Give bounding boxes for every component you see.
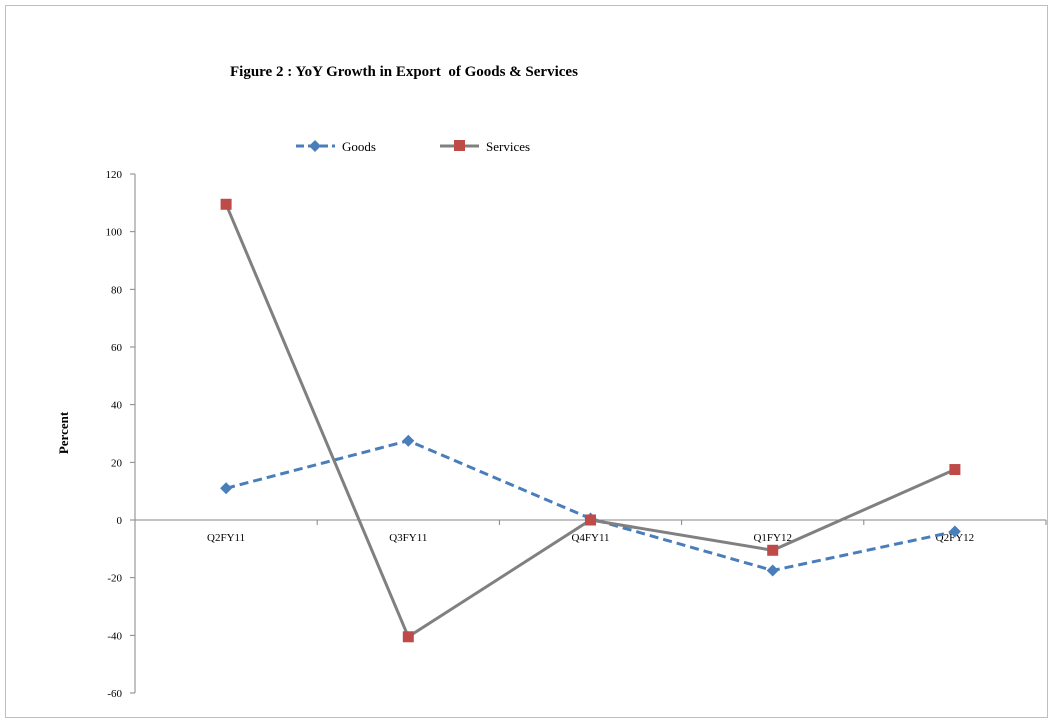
y-tick-label: 0: [117, 515, 123, 527]
legend-services-label: Services: [486, 139, 530, 154]
x-tick-label: Q1FY12: [753, 532, 792, 544]
x-tick-label: Q3FY11: [389, 532, 427, 544]
chart-title: Figure 2 : YoY Growth in Export of Goods…: [230, 64, 578, 80]
legend-item-services: Services: [440, 139, 530, 154]
y-tick-label: -40: [107, 630, 122, 642]
y-axis-title: Percent: [56, 411, 71, 454]
legend: Goods Services: [296, 139, 530, 154]
goods-point: [220, 482, 233, 495]
x-tick-label: Q2FY11: [207, 532, 245, 544]
legend-item-goods: Goods: [296, 139, 376, 154]
services-point: [585, 514, 596, 526]
services-point: [220, 198, 232, 210]
y-tick-label: 40: [111, 400, 123, 412]
series-services: [220, 198, 961, 643]
y-tick-label: 20: [111, 457, 123, 469]
legend-goods-label: Goods: [342, 139, 376, 154]
goods-point: [766, 564, 779, 577]
y-tick-label: -60: [107, 688, 122, 700]
x-tick-label: Q4FY11: [571, 532, 609, 544]
x-tick-label: Q2FY12: [936, 532, 975, 544]
services-point: [949, 464, 961, 476]
services-point: [767, 544, 779, 556]
chart-border: [5, 5, 1048, 718]
goods-point: [948, 525, 961, 538]
legend-services-marker: [454, 140, 465, 151]
y-tick-label: 120: [106, 169, 123, 181]
legend-goods-marker: [309, 140, 321, 152]
x-axis-ticks: Q2FY11 Q3FY11 Q4FY11 Q1FY12 Q2FY12: [134, 520, 1047, 544]
services-point: [402, 631, 414, 643]
y-tick-label: 60: [111, 342, 123, 354]
y-axis-ticks: 120 100 80 60 40 20 0 -20 -40 -60: [106, 169, 135, 700]
y-tick-label: 80: [111, 284, 123, 296]
y-tick-label: 100: [106, 227, 123, 239]
goods-point: [402, 434, 415, 447]
y-tick-label: -20: [107, 573, 122, 585]
